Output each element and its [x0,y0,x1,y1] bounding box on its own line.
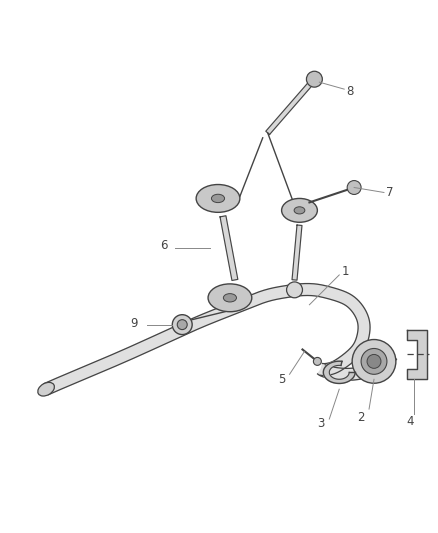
Circle shape [367,354,381,368]
Text: 1: 1 [341,265,349,278]
Circle shape [177,320,187,329]
Ellipse shape [212,194,225,203]
Ellipse shape [208,284,252,312]
Circle shape [172,314,192,335]
Polygon shape [266,78,316,134]
Polygon shape [407,329,427,379]
Circle shape [352,340,396,383]
Polygon shape [220,216,238,280]
Text: 6: 6 [160,239,168,252]
Circle shape [307,71,322,87]
Circle shape [314,358,321,365]
Polygon shape [44,284,370,394]
Text: 2: 2 [357,410,364,424]
Text: 5: 5 [278,373,285,386]
Text: 7: 7 [386,186,393,199]
Ellipse shape [38,382,54,396]
Polygon shape [323,361,355,383]
Circle shape [347,181,361,195]
Text: 8: 8 [346,85,353,98]
Polygon shape [292,225,302,280]
Circle shape [361,349,387,374]
Text: 4: 4 [407,415,414,427]
Ellipse shape [223,294,237,302]
Polygon shape [318,352,396,381]
Text: 9: 9 [131,317,138,330]
Circle shape [286,282,303,298]
Ellipse shape [196,184,240,212]
Text: 3: 3 [318,417,325,431]
Ellipse shape [282,198,318,222]
Ellipse shape [294,207,305,214]
